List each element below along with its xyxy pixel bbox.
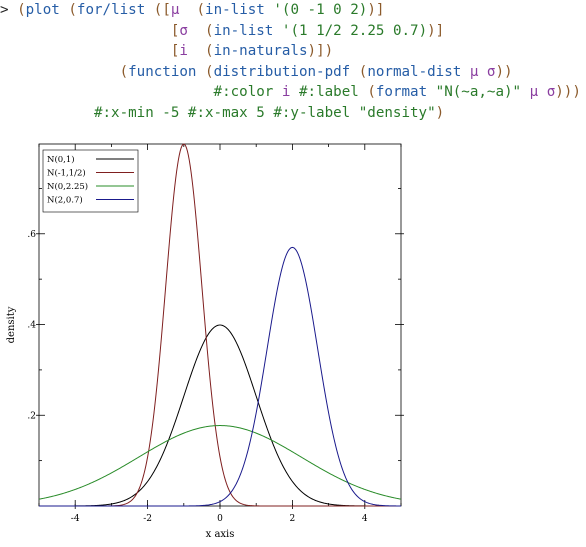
legend-label: N(2,0.7) (47, 195, 83, 206)
code-token: ( (119, 63, 129, 80)
code-token: μ σ (469, 63, 496, 80)
x-tick-label: -4 (71, 514, 80, 524)
y-axis-label: density (6, 306, 17, 343)
x-axis-label: x axis (206, 529, 235, 540)
code-token: ) (435, 104, 445, 121)
series-line (38, 425, 402, 500)
code-line: > (plot (for/list ([μ (in-list '(0 -1 0 … (0, 0, 586, 21)
code-token: normal-dist (367, 63, 470, 80)
x-tick-label: 2 (290, 514, 296, 524)
code-token: ( (205, 63, 214, 80)
code-token: ( (68, 2, 77, 18)
code-token: μ σ (529, 84, 556, 100)
code-token: )] (427, 22, 445, 39)
code-line: [σ (in-list '(1 1/2 2.25 0.7))] (0, 21, 586, 42)
code-token: "N(~a,~a)" (435, 84, 530, 100)
code-token: )) (495, 63, 513, 80)
code-token: [ (170, 22, 180, 39)
code-line: (function (distribution-pdf (normal-dist… (0, 62, 586, 83)
code-token: ([ (153, 2, 171, 18)
y-tick-label: .6 (27, 230, 36, 240)
code-token: #:x-min -5 #:x-max 5 #:y-label "density" (93, 104, 436, 121)
curves (38, 143, 402, 507)
x-tick-label: -2 (143, 514, 152, 524)
repl-code: > (plot (for/list ([μ (in-list '(0 -1 0 … (0, 0, 586, 123)
code-token: μ (170, 2, 197, 18)
code-token: in-list (205, 2, 274, 18)
code-line: #:color i #:label (format "N(~a,~a)" μ σ… (0, 82, 586, 103)
code-token: function (128, 63, 206, 80)
series-line (39, 246, 401, 507)
x-tick-label: 0 (217, 514, 223, 524)
code-token: ( (17, 2, 26, 18)
code-token: #:color (213, 84, 282, 100)
legend-box (42, 149, 139, 213)
legend: N(0,1) N(-1,1/2) N(0,2.25) N(2,0.7) (42, 149, 139, 213)
code-token: for/list (76, 2, 154, 18)
y-tick-label: .4 (27, 321, 36, 331)
code-token: i (179, 43, 206, 59)
y-tick-label: .2 (27, 411, 36, 421)
code-token: ( (196, 2, 206, 18)
code-line: #:x-min -5 #:x-max 5 #:y-label "density"… (0, 103, 586, 124)
code-token: ( (367, 84, 376, 100)
code-token: ))) (555, 84, 581, 100)
legend-label: N(-1,1/2) (47, 168, 86, 179)
code-token: [ (170, 43, 180, 59)
code-token: format (375, 84, 436, 100)
code-token: plot (25, 2, 69, 18)
code-token: in-naturals (213, 43, 308, 59)
code-token: ( (205, 22, 214, 39)
code-token: in-list (213, 22, 282, 39)
code-token: #:label (298, 84, 368, 100)
code-line: [i (in-naturals)]) (0, 41, 586, 62)
code-token: i (281, 84, 299, 100)
code-token: distribution-pdf (213, 63, 359, 80)
code-token: > (0, 2, 18, 18)
code-token: σ (179, 22, 206, 39)
code-token: '(1 1/2 2.25 0.7) (281, 22, 428, 39)
x-tick-label: 4 (362, 514, 368, 524)
legend-label: N(0,2.25) (47, 181, 88, 192)
code-token: '(0 -1 0 2) (273, 2, 368, 18)
code-token: ( (205, 43, 214, 59)
code-token: ( (358, 63, 368, 80)
axis-ticks: -4 -2 0 2 4 .2 .4 .6 (27, 144, 404, 524)
legend-label: N(0,1) (47, 154, 75, 165)
code-token: )] (367, 2, 385, 18)
code-token: )]) (307, 43, 334, 59)
series-line (39, 324, 401, 507)
